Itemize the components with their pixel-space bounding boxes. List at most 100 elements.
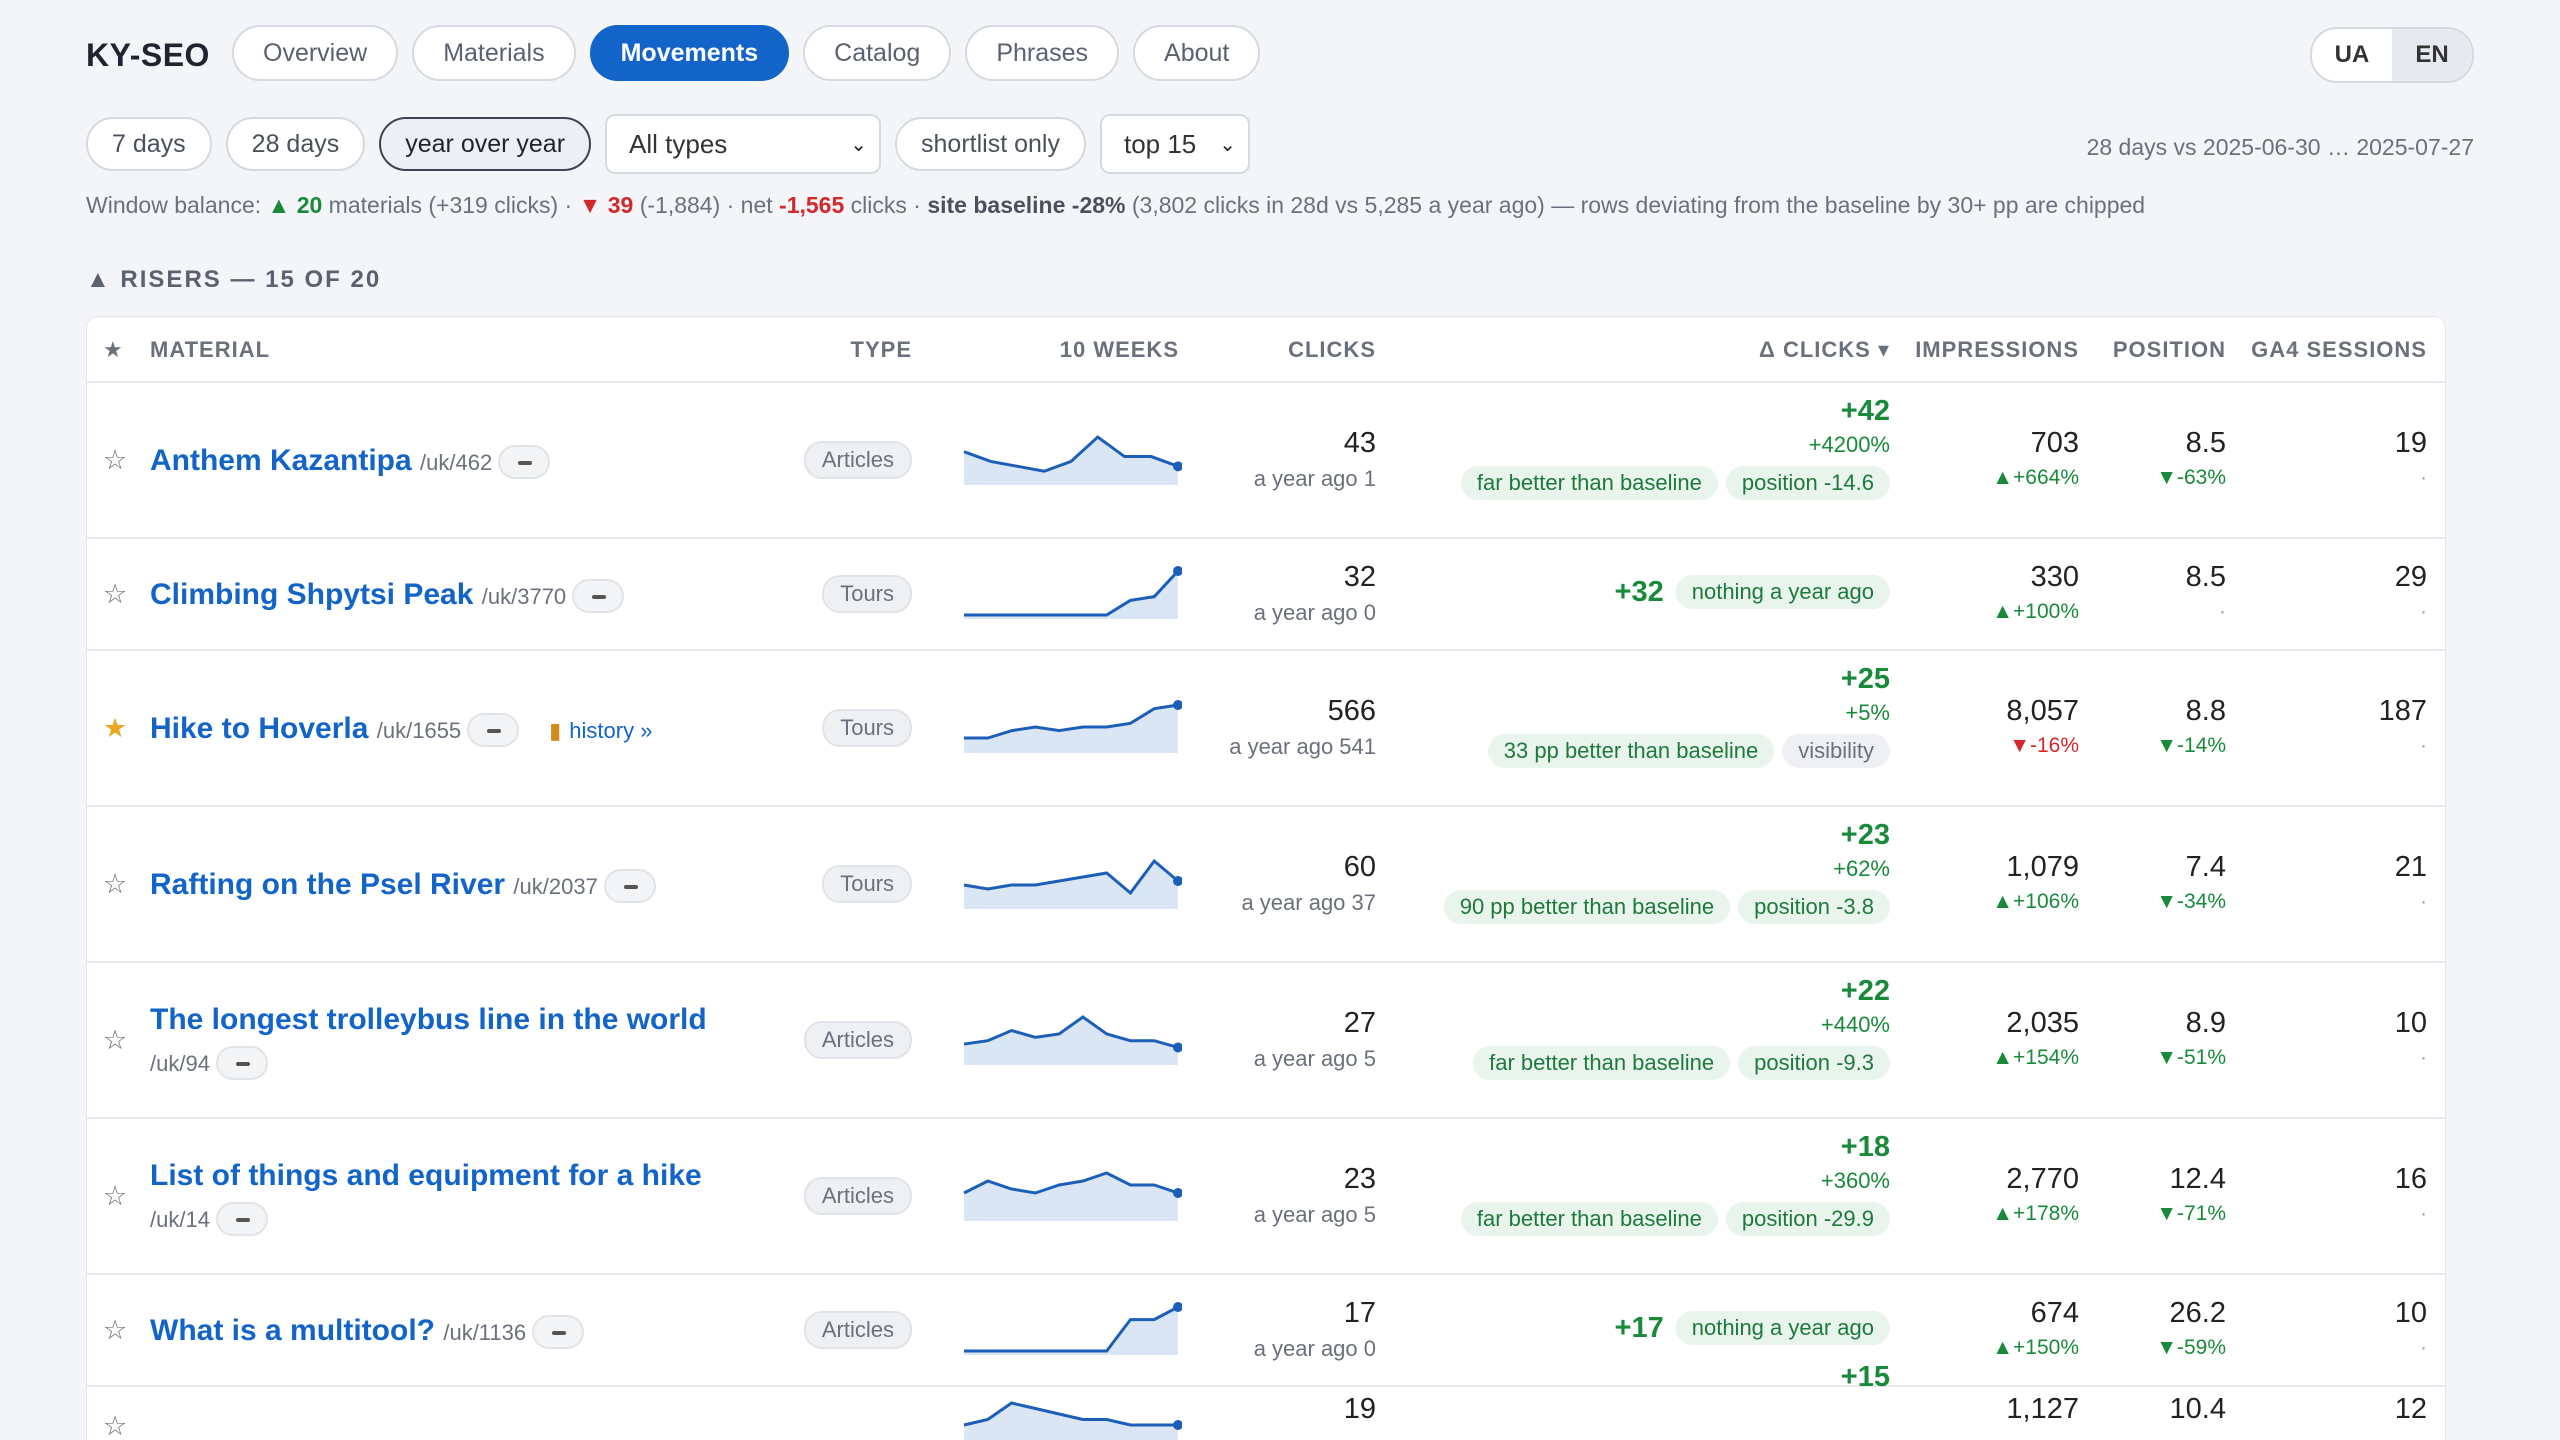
- position-cell: 8.5 ·: [2186, 561, 2226, 624]
- star-outline-icon[interactable]: ☆: [103, 869, 128, 899]
- star-outline-icon[interactable]: ☆: [103, 1411, 128, 1440]
- col-material[interactable]: MATERIAL: [150, 337, 271, 362]
- table-row: ☆ What is a multitool? /uk/1136 Articles 17…: [87, 1275, 2445, 1387]
- position-change: ▼-14%: [2156, 734, 2226, 757]
- delta-clicks-cell: +15: [1841, 1361, 1890, 1394]
- star-outline-icon[interactable]: ☆: [103, 445, 128, 475]
- shortlist-toggle[interactable]: [532, 1315, 585, 1350]
- history-link[interactable]: ▮ history »: [549, 718, 652, 743]
- top-select[interactable]: top 15 ⌄: [1099, 114, 1250, 174]
- type-badge: Articles: [803, 1311, 912, 1349]
- material-link[interactable]: Climbing Shpytsi Peak: [150, 578, 474, 611]
- clicks-year-ago: a year ago 5: [1253, 1046, 1376, 1071]
- clicks-cell: 60 a year ago 37: [1241, 851, 1376, 916]
- material-link[interactable]: Anthem Kazantipa: [150, 444, 412, 477]
- sparkline-line: [963, 435, 1179, 473]
- app-logo: KY-SEO: [86, 37, 210, 73]
- tab-about[interactable]: About: [1133, 25, 1261, 81]
- tab-catalog[interactable]: Catalog: [803, 25, 952, 81]
- clicks-year-ago: a year ago 0: [1253, 1336, 1376, 1361]
- tab-overview[interactable]: Overview: [232, 25, 399, 81]
- material-cell: List of things and equipment for a hike …: [150, 1155, 710, 1241]
- shortlist-toggle[interactable]: [498, 445, 551, 480]
- deviation-tags: 90 pp better than baseline position -3.8: [1443, 890, 1890, 924]
- impressions-cell: 703 ▲+664%: [1992, 427, 2079, 490]
- tab-phrases[interactable]: Phrases: [965, 25, 1120, 81]
- star-outline-icon[interactable]: ☆: [103, 1181, 128, 1211]
- shortlist-toggle[interactable]: [215, 1202, 268, 1237]
- ga4-sessions-value: 16: [2394, 1163, 2427, 1195]
- col-ga4-sessions[interactable]: GA4 SESSIONS: [2251, 337, 2427, 362]
- star-outline-icon[interactable]: ☆: [103, 579, 128, 609]
- window-balance-summary: Window balance: ▲ 20 materials (+319 cli…: [86, 192, 2145, 219]
- ga4-sessions-cell: 187 ·: [2379, 695, 2427, 758]
- lang-ua[interactable]: UA: [2334, 41, 2370, 68]
- ga4-sessions-change: ·: [2420, 890, 2427, 913]
- impressions-value: 330: [2030, 561, 2079, 593]
- material-link[interactable]: What is a multitool?: [150, 1314, 435, 1347]
- col-delta-clicks[interactable]: Δ CLICKS ▾: [1759, 337, 1890, 362]
- material-link[interactable]: List of things and equipment for a hike: [150, 1159, 702, 1192]
- baseline-text: (3,802 clicks in 28d vs 5,285 a year ago…: [1125, 192, 2146, 218]
- star-outline-icon[interactable]: ☆: [103, 1315, 128, 1345]
- impressions-value: 1,079: [2006, 851, 2079, 883]
- impressions-cell: 1,127: [2006, 1393, 2079, 1426]
- ga4-sessions-value: 21: [2394, 851, 2427, 883]
- clicks-cell: 43 a year ago 1: [1254, 427, 1376, 492]
- type-badge: Tours: [822, 709, 912, 747]
- sparkline-line: [963, 1015, 1179, 1049]
- clicks-value: 43: [1343, 427, 1376, 459]
- col-clicks[interactable]: CLICKS: [1288, 337, 1376, 362]
- net-clicks: -1,565: [779, 192, 845, 218]
- material-cell: Rafting on the Psel River /uk/2037: [150, 864, 710, 908]
- sparkline-last-point: [1173, 1420, 1182, 1430]
- lang-en[interactable]: EN: [2392, 29, 2472, 81]
- table-body: ☆ Anthem Kazantipa /uk/462 Articles 43 a yea…: [87, 383, 2445, 1440]
- tab-movements[interactable]: Movements: [589, 25, 790, 81]
- ga4-sessions-cell: 12: [2395, 1393, 2427, 1426]
- star-outline-icon[interactable]: ☆: [103, 1025, 128, 1055]
- table-row: ☆ Rafting on the Psel River /uk/2037 Tours…: [87, 807, 2445, 963]
- shortlist-toggle[interactable]: [572, 579, 625, 614]
- ga4-sessions-cell: 16 ·: [2395, 1163, 2427, 1226]
- filter-28-days[interactable]: 28 days: [225, 117, 366, 171]
- delta-clicks-cell: +42 +4200% far better than baseline positio…: [1460, 395, 1890, 500]
- shortlist-toggle[interactable]: shortlist only: [895, 117, 1086, 171]
- sparkline-10-weeks: [964, 1302, 1182, 1355]
- star-filled-icon[interactable]: ★: [103, 713, 128, 743]
- impressions-change: ▲+106%: [1992, 890, 2079, 913]
- type-select[interactable]: All types ⌄: [605, 114, 882, 174]
- delta-clicks-percent: +5%: [1845, 700, 1890, 725]
- material-cell: What is a multitool? /uk/1136: [150, 1310, 710, 1354]
- sparkline-line: [963, 858, 1179, 896]
- col-type[interactable]: TYPE: [850, 337, 912, 362]
- shortlist-toggle[interactable]: [215, 1046, 268, 1081]
- filter-year-over-year[interactable]: year over year: [379, 117, 592, 171]
- ga4-sessions-value: 29: [2394, 561, 2427, 593]
- material-link[interactable]: The longest trolleybus line in the world: [150, 1003, 707, 1036]
- material-cell: Hike to Hoverla /uk/1655 ▮ history »: [150, 708, 710, 752]
- delta-clicks-cell: +25 +5% 33 pp better than baseline visibili…: [1487, 663, 1890, 768]
- material-link[interactable]: Hike to Hoverla: [150, 712, 369, 745]
- tab-materials[interactable]: Materials: [412, 25, 576, 81]
- clicks-value: 60: [1343, 851, 1376, 883]
- clicks-value: 32: [1343, 561, 1376, 593]
- clicks-value: 23: [1343, 1163, 1376, 1195]
- delta-clicks-percent: +4200%: [1808, 432, 1890, 457]
- position-change: ▼-59%: [2156, 1336, 2226, 1359]
- deviation-tag: position -14.6: [1725, 466, 1890, 500]
- position-cell: 10.4: [2170, 1393, 2226, 1426]
- sparkline-area: [964, 1173, 1178, 1221]
- shortlist-toggle[interactable]: [467, 713, 520, 748]
- col-position[interactable]: POSITION: [2112, 337, 2226, 362]
- shortlist-toggle[interactable]: [603, 869, 656, 904]
- type-badge: Articles: [803, 1021, 912, 1059]
- material-link[interactable]: Rafting on the Psel River: [150, 868, 506, 901]
- filter-7-days[interactable]: 7 days: [86, 117, 212, 171]
- table-row: ☆ Anthem Kazantipa /uk/462 Articles 43 a yea…: [87, 383, 2445, 539]
- col-impressions[interactable]: IMPRESSIONS: [1915, 337, 2079, 362]
- impressions-value: 8,057: [2006, 695, 2079, 727]
- col-star[interactable]: ★: [103, 337, 124, 362]
- sparkline-10-weeks: [963, 1171, 1182, 1221]
- delta-clicks-value: +18: [1840, 1131, 1890, 1163]
